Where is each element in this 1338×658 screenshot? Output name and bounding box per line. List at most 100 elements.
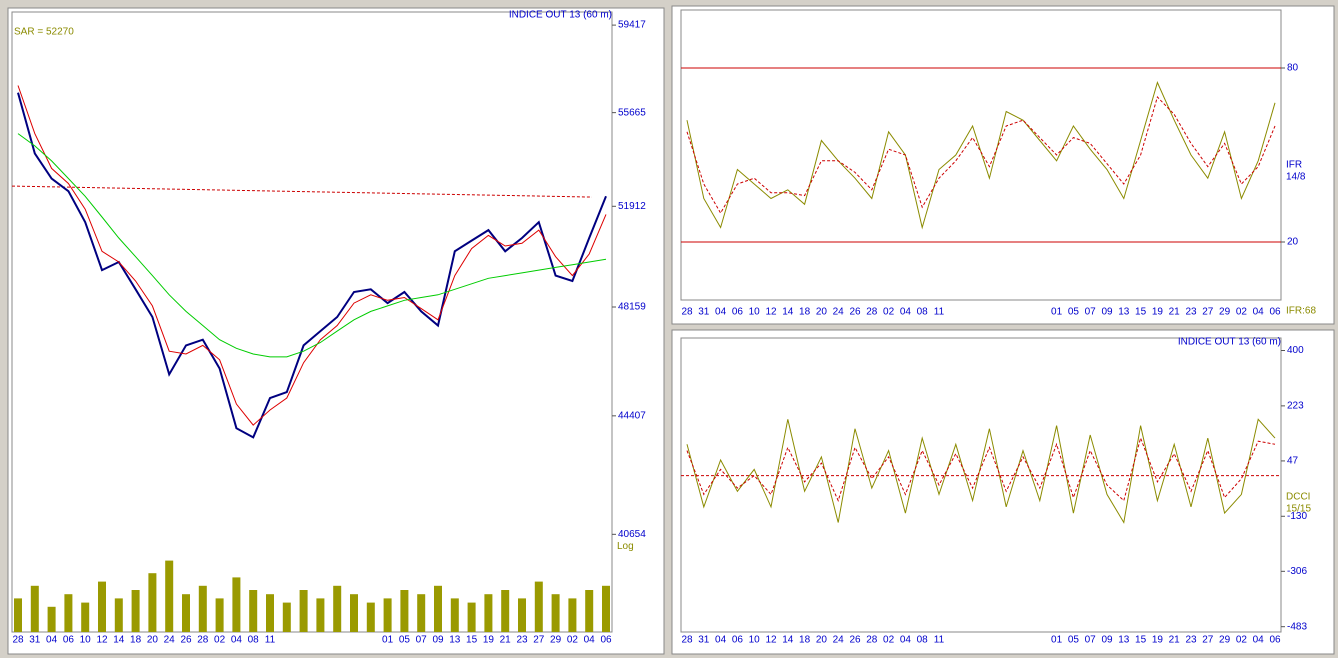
chart-title: INDICE OUT 13 (60 m) <box>1178 337 1281 348</box>
x-tick-label: 02 <box>567 635 579 646</box>
x-tick-label: 09 <box>1101 635 1113 646</box>
y-tick-label: -130 <box>1287 511 1307 522</box>
volume-bar <box>450 598 459 632</box>
y-tick-label: -483 <box>1287 621 1307 632</box>
volume-bar <box>198 585 207 632</box>
x-tick-label: 01 <box>1051 307 1063 318</box>
x-tick-label: 05 <box>1068 635 1080 646</box>
x-tick-label: 07 <box>416 635 428 646</box>
x-tick-label: 08 <box>917 307 929 318</box>
y-tick-label: -306 <box>1287 566 1307 577</box>
y-tick-label: 400 <box>1287 345 1304 356</box>
volume-bar <box>165 560 174 632</box>
x-tick-label: 05 <box>1068 307 1080 318</box>
x-tick-label: 13 <box>1118 307 1130 318</box>
x-tick-label: 23 <box>1185 635 1197 646</box>
x-tick-label: 18 <box>799 635 811 646</box>
x-tick-label: 18 <box>130 635 142 646</box>
volume-bar <box>266 594 274 632</box>
volume-bar <box>383 598 392 632</box>
x-tick-label: 04 <box>1253 635 1265 646</box>
x-tick-label: 29 <box>1219 307 1231 318</box>
x-tick-label: 04 <box>715 307 727 318</box>
volume-bar <box>551 594 560 632</box>
x-tick-label: 06 <box>732 635 744 646</box>
x-tick-label: 27 <box>1202 307 1214 318</box>
panel <box>7 7 665 655</box>
chart-title: INDICE OUT 13 (60 m) <box>509 10 612 21</box>
volume-bar <box>182 594 190 632</box>
x-tick-label: 26 <box>849 307 861 318</box>
volume-bar <box>366 602 375 632</box>
x-tick-label: 31 <box>29 635 41 646</box>
x-tick-label: 31 <box>698 307 710 318</box>
x-tick-label: 04 <box>900 307 912 318</box>
x-tick-label: 06 <box>63 635 75 646</box>
x-tick-label: 09 <box>1101 307 1113 318</box>
volume-bar <box>81 602 90 632</box>
indicator-params: 15/15 <box>1286 504 1311 515</box>
x-tick-label: 02 <box>214 635 226 646</box>
x-tick-label: 19 <box>1152 635 1164 646</box>
x-tick-label: 04 <box>584 635 596 646</box>
x-tick-label: 27 <box>1202 635 1214 646</box>
y-tick-label: 20 <box>1287 237 1299 248</box>
x-tick-label: 04 <box>231 635 243 646</box>
x-tick-label: 06 <box>600 635 612 646</box>
x-tick-label: 11 <box>934 307 945 318</box>
volume-bar <box>534 581 543 632</box>
indicator-label: IFR <box>1286 160 1302 171</box>
volume-bar <box>417 594 426 632</box>
y-tick-label: 59417 <box>618 20 646 31</box>
x-tick-label: 08 <box>248 635 260 646</box>
volume-bar <box>400 590 409 632</box>
x-tick-label: 19 <box>483 635 495 646</box>
x-tick-label: 28 <box>866 635 878 646</box>
x-tick-label: 28 <box>866 307 878 318</box>
x-tick-label: 29 <box>550 635 562 646</box>
series-line <box>686 418 1276 524</box>
plot-frame <box>680 337 1282 633</box>
volume-bar <box>316 598 325 632</box>
x-tick-label: 24 <box>833 635 845 646</box>
x-tick-label: 02 <box>883 307 895 318</box>
panel <box>671 5 1335 325</box>
x-tick-label: 12 <box>765 307 777 318</box>
x-tick-label: 02 <box>1236 635 1248 646</box>
volume-bar <box>131 590 140 632</box>
x-tick-label: 26 <box>180 635 192 646</box>
x-tick-label: 10 <box>80 635 92 646</box>
x-tick-label: 04 <box>1253 307 1265 318</box>
x-tick-label: 01 <box>382 635 394 646</box>
x-tick-label: 24 <box>164 635 176 646</box>
y-tick-label: 44407 <box>618 410 646 421</box>
volume-bar <box>282 602 291 632</box>
x-tick-label: 14 <box>782 307 794 318</box>
y-tick-label: 47 <box>1287 456 1299 467</box>
volume-bar <box>249 590 258 632</box>
indicator-params: 14/8 <box>1286 172 1306 183</box>
y-tick-label: 55665 <box>618 107 646 118</box>
x-tick-label: 10 <box>749 307 761 318</box>
x-tick-label: 20 <box>816 635 828 646</box>
x-tick-label: 21 <box>500 635 512 646</box>
scale-label: Log <box>617 541 634 552</box>
volume-bar <box>501 590 510 632</box>
x-tick-label: 04 <box>46 635 58 646</box>
x-tick-label: 04 <box>715 635 727 646</box>
y-tick-label: 80 <box>1287 63 1299 74</box>
volume-bar <box>64 594 73 632</box>
x-tick-label: 19 <box>1152 307 1164 318</box>
x-tick-label: 21 <box>1169 635 1181 646</box>
indicator-readout: IFR:68 <box>1286 306 1316 317</box>
volume-bar <box>98 581 106 632</box>
volume-bar <box>299 590 308 632</box>
indicator-label: DCCI <box>1286 492 1310 503</box>
plot-frame <box>11 11 613 633</box>
x-tick-label: 04 <box>900 635 912 646</box>
x-tick-label: 07 <box>1085 307 1097 318</box>
series-line <box>686 96 1276 214</box>
volume-bar <box>602 585 610 632</box>
